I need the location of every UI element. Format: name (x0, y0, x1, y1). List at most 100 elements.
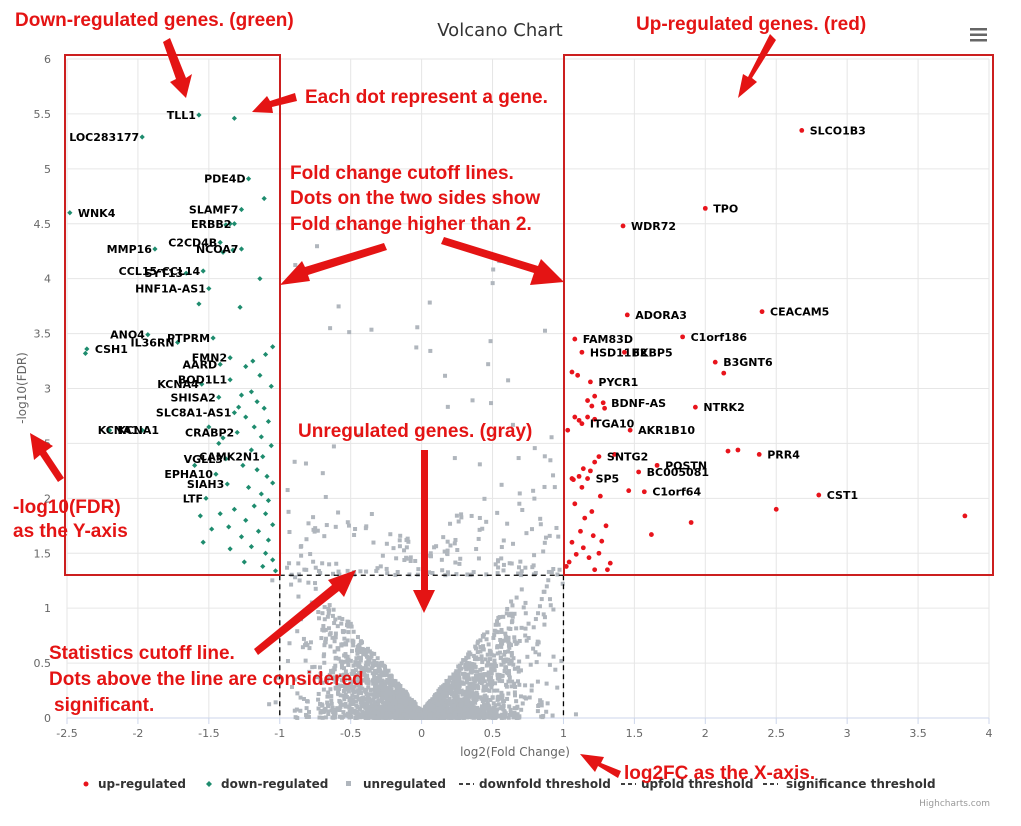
unregulated-point (384, 566, 389, 571)
unregulated-point (453, 560, 458, 565)
unregulated-point (327, 672, 332, 677)
unregulated-point (345, 655, 350, 660)
unregulated-point (496, 622, 501, 627)
unregulated-point (550, 713, 555, 718)
unregulated-point (445, 572, 450, 577)
unregulated-point (363, 705, 368, 710)
legend-label-upfold: upfold threshold (641, 777, 753, 791)
down-regulated-point (238, 392, 245, 398)
unregulated-point (388, 692, 393, 697)
unregulated-point (336, 510, 341, 515)
unregulated-point (387, 703, 392, 708)
unregulated-point (455, 695, 460, 700)
down-regulated-point (272, 568, 279, 574)
unregulated-point (478, 644, 483, 649)
unregulated-point (503, 631, 508, 636)
unregulated-point (506, 691, 511, 696)
unregulated-point (447, 713, 452, 718)
annotation-arrows (30, 34, 776, 778)
unregulated-point (373, 668, 378, 673)
unregulated-point (316, 706, 321, 711)
unregulated-point (404, 691, 409, 696)
unregulated-point (441, 709, 446, 714)
unregulated-point (487, 680, 492, 685)
unregulated-point (341, 693, 346, 698)
unregulated-point (519, 573, 524, 578)
down-regulated-point (213, 471, 219, 477)
unregulated-point (371, 540, 376, 545)
down-regulated-point (234, 429, 240, 436)
unregulated-point (354, 656, 359, 661)
unregulated-point (475, 650, 480, 655)
x-tick-label: -2.5 (56, 727, 77, 740)
unregulated-point (375, 566, 380, 571)
unregulated-point (351, 643, 356, 648)
unregulated-point (504, 665, 509, 670)
unregulated-point (387, 674, 392, 679)
unregulated-point (477, 515, 482, 520)
legend-item-upfold-threshold[interactable]: upfold threshold (621, 777, 753, 791)
unregulated-point (375, 656, 380, 661)
unregulated-point (434, 706, 439, 711)
unregulated-point (523, 683, 528, 688)
unregulated-point (329, 698, 334, 703)
gene-label: SLAMF7 (189, 203, 239, 216)
unregulated-point (393, 705, 398, 710)
unregulated-point (317, 616, 322, 621)
unregulated-point (497, 650, 502, 655)
down-regulated-point (206, 285, 212, 292)
unregulated-point (539, 597, 544, 602)
unregulated-point (353, 668, 358, 673)
unregulated-point (300, 645, 305, 650)
unregulated-point (456, 671, 461, 676)
unregulated-point (491, 712, 496, 717)
y-tick-label: 0.5 (34, 657, 52, 670)
credit-link[interactable]: Highcharts.com (919, 799, 990, 809)
unregulated-point (516, 669, 521, 674)
legend-item-unregulated[interactable]: unregulated (346, 777, 446, 791)
unregulated-point (337, 714, 342, 719)
unregulated-point (422, 708, 427, 713)
legend-item-down-regulated[interactable]: down-regulated (206, 777, 328, 791)
arrow-up-genes (738, 34, 776, 98)
gene-label: EPHA10 (164, 468, 213, 481)
unregulated-point (357, 661, 362, 666)
unregulated-point (464, 691, 469, 696)
annotation-xaxis: log2FC as the X-axis. (624, 763, 815, 784)
unregulated-point (512, 706, 517, 711)
legend-label-unreg: unregulated (363, 777, 446, 791)
down-regulated-point (84, 346, 90, 352)
gene-label: CAMK2N1 (199, 451, 260, 464)
unregulated-point (448, 708, 453, 713)
unregulated-point (368, 712, 373, 717)
unregulated-point (399, 692, 404, 697)
unregulated-point (486, 362, 491, 367)
unregulated-point (467, 661, 472, 666)
hamburger-menu-icon[interactable] (968, 25, 990, 45)
unregulated-point (427, 710, 432, 715)
legend-item-up-regulated[interactable]: up-regulated (83, 777, 186, 791)
gene-label: IL36RN (131, 336, 175, 349)
unregulated-point (343, 687, 348, 692)
up-regulated-point (692, 404, 698, 410)
legend: up-regulated down-regulated unregulated … (83, 777, 936, 791)
legend-item-significance-threshold[interactable]: significance threshold (763, 777, 936, 791)
unregulated-point (317, 665, 322, 670)
unregulated-point (555, 572, 560, 577)
down-regulated-point (217, 511, 223, 517)
legend-item-downfold-threshold[interactable]: downfold threshold (459, 777, 611, 791)
unregulated-point (440, 693, 445, 698)
unregulated-point (372, 651, 377, 656)
unregulated-point (501, 568, 506, 573)
down-regulated-point (226, 524, 232, 530)
unregulated-point (426, 715, 431, 720)
unregulated-point (457, 715, 462, 720)
unregulated-point (337, 572, 342, 577)
unregulated-point (397, 708, 402, 713)
unregulated-point (339, 665, 344, 670)
up-regulated-point (620, 223, 626, 229)
unregulated-point (464, 700, 469, 705)
unregulated-point (537, 604, 542, 609)
down-regulated-point (231, 410, 237, 416)
unregulated-point (404, 555, 409, 560)
